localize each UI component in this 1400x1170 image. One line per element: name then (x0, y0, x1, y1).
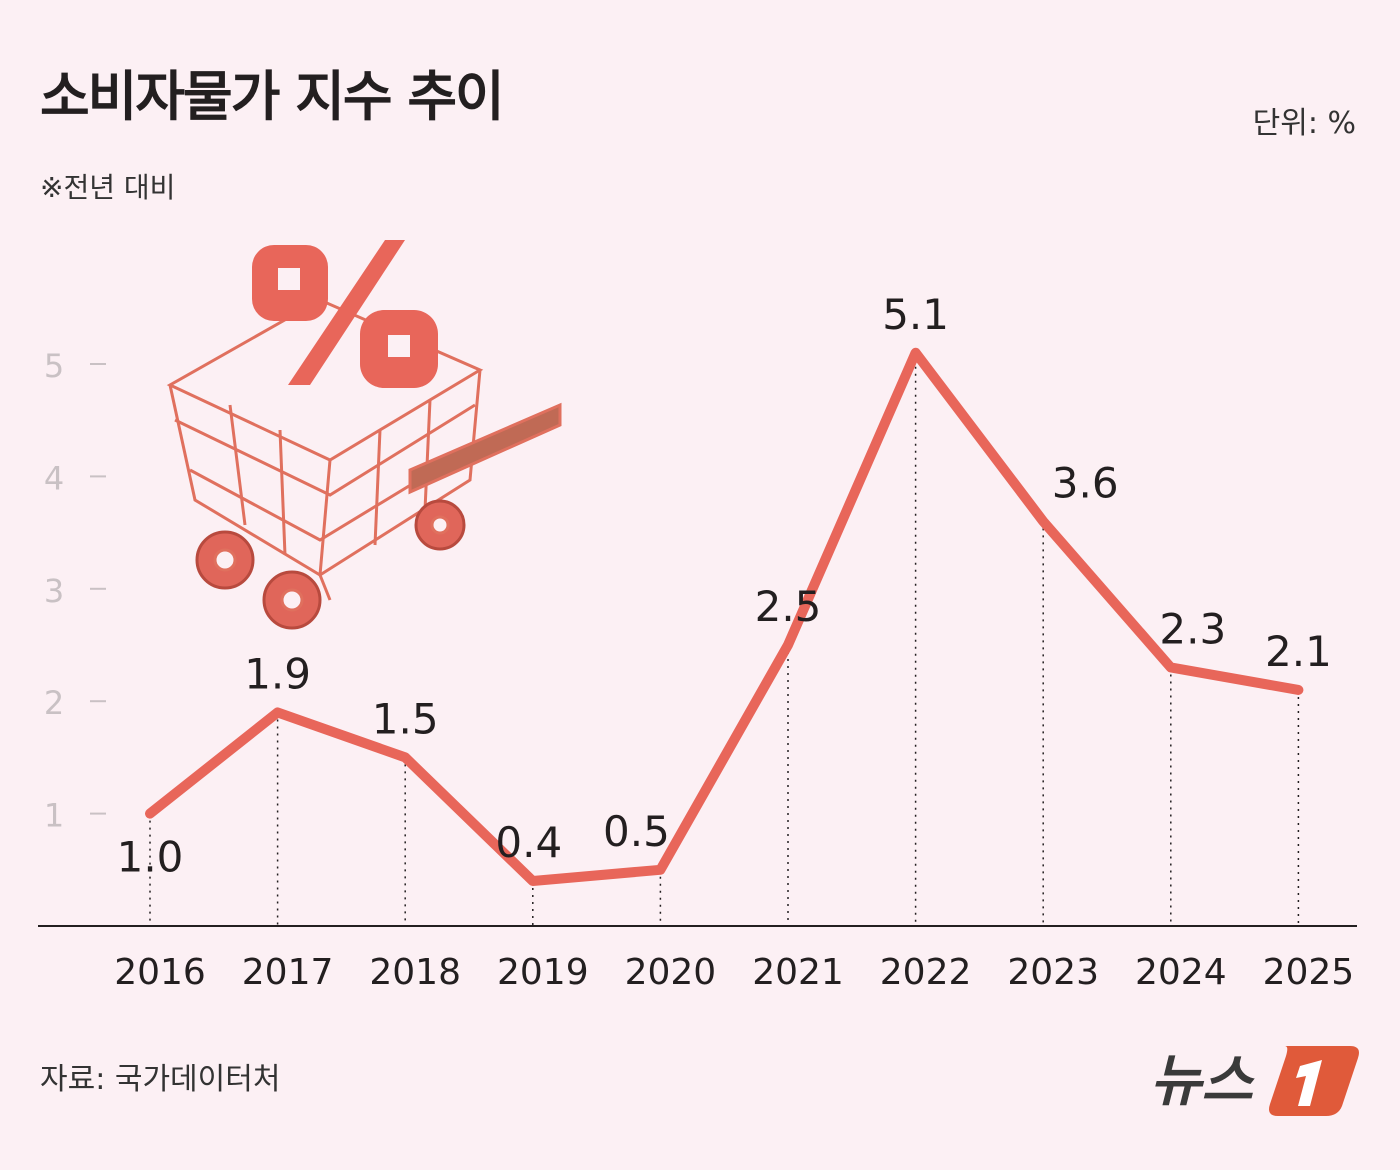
x-tick-label: 2022 (880, 952, 972, 993)
data-label: 2.5 (755, 582, 822, 631)
x-tick-label: 2017 (242, 952, 334, 993)
data-label: 2.3 (1159, 604, 1226, 653)
data-label: 5.1 (882, 290, 949, 339)
x-tick-label: 2024 (1135, 952, 1227, 993)
data-label: 1.5 (372, 694, 439, 743)
x-tick-label: 2018 (369, 952, 461, 993)
y-tick-label: 3 (44, 572, 64, 610)
data-label: 1.9 (244, 649, 311, 698)
data-label: 1.0 (117, 833, 184, 882)
source-label: 자료: 국가데이터처 (40, 1062, 281, 1097)
data-label: 0.5 (603, 807, 670, 856)
x-tick-label: 2019 (497, 952, 589, 993)
y-tick-label: 1 (44, 797, 64, 835)
data-label: 2.1 (1265, 627, 1332, 676)
x-tick-label: 2021 (752, 952, 844, 993)
x-tick-label: 2020 (625, 952, 717, 993)
data-label: 3.6 (1052, 458, 1119, 507)
shopping-cart-illustration (166, 298, 562, 630)
news1-logo: 뉴스 (1150, 1046, 1359, 1116)
x-tick-label: 2016 (114, 952, 206, 993)
series-line (145, 347, 1304, 887)
comparison-note: ※전년 대비 (40, 171, 176, 204)
data-label: 0.4 (495, 818, 562, 867)
chart-title: 소비자물가 지수 추이 (40, 65, 505, 128)
y-tick-label: 4 (44, 459, 64, 497)
y-tick-label: 2 (44, 684, 64, 722)
x-tick-label: 2025 (1263, 952, 1355, 993)
svg-text:뉴스: 뉴스 (1150, 1049, 1256, 1114)
percent-symbol-icon (252, 240, 438, 388)
unit-label: 단위: % (1252, 106, 1356, 141)
x-tick-label: 2023 (1007, 952, 1099, 993)
y-tick-label: 5 (44, 347, 64, 385)
